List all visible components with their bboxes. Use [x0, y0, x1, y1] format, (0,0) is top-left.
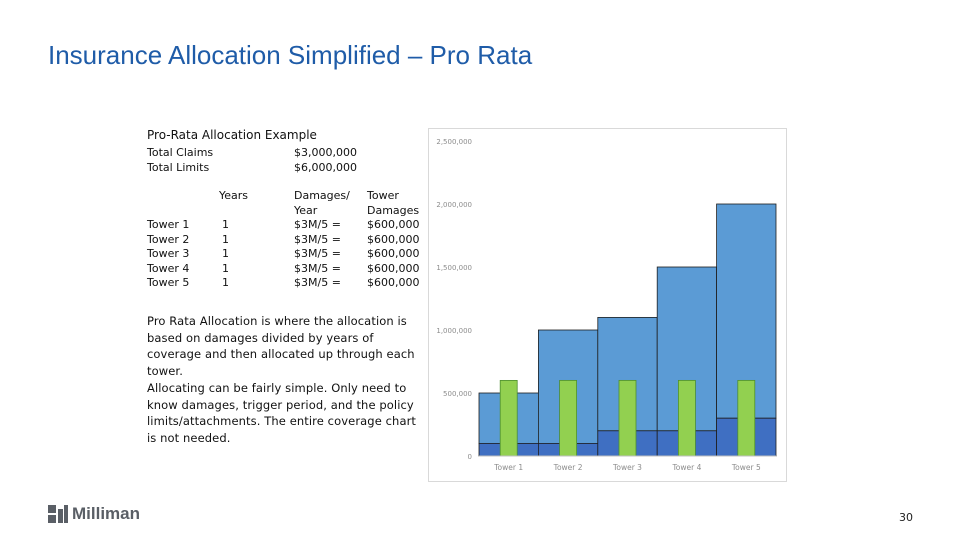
y-tick-label: 1,000,000 [436, 327, 472, 335]
total-claims-label: Total Claims [147, 146, 214, 159]
table-cell: 1 [222, 247, 229, 260]
logo-text: Milliman [72, 504, 141, 523]
table-cell: 1 [222, 218, 229, 231]
table-cell: Tower 3 [147, 247, 190, 260]
table-cell: 1 [222, 261, 229, 275]
total-claims-value: $3,000,000 [294, 146, 357, 159]
example-heading: Pro-Rata Allocation Example [147, 128, 317, 142]
chart-svg: 0 500,000 1,000,000 1,500,000 2,000,000 2,500… [436, 138, 777, 472]
x-tick-label: Tower 2 [553, 463, 583, 472]
table-cell: $3M/5 = [294, 247, 341, 260]
allocation-bar [499, 379, 518, 457]
milliman-logo-icon [48, 505, 68, 523]
allocation-bar [677, 379, 696, 457]
damages-column: $3M/5 = $3M/5 = $3M/5 = $3M/5 = $3M/5 = [294, 218, 341, 291]
page-number: 30 [899, 511, 913, 524]
years-column: 1 1 1 1 1 [222, 218, 229, 291]
allocation-bar [618, 379, 637, 457]
damages-header: Damages/Year [294, 189, 350, 217]
table-cell: $3M/5 = [294, 276, 341, 289]
y-tick-label: 2,500,000 [436, 138, 472, 146]
table-cell: $600,000 [367, 247, 420, 260]
total-limits-value: $6,000,000 [294, 161, 357, 174]
x-tick-label: Tower 4 [671, 463, 701, 472]
table-cell: $600,000 [367, 276, 420, 289]
table-cell: 1 [222, 276, 229, 289]
table-cell: $600,000 [367, 261, 420, 275]
table-cell: $600,000 [367, 218, 420, 231]
total-limits-label: Total Limits [147, 161, 210, 174]
y-tick-label: 0 [468, 453, 472, 461]
x-tick-label: Tower 5 [731, 463, 761, 472]
table-cell: $3M/5 = [294, 261, 341, 275]
table-cell: 1 [222, 232, 229, 246]
note-paragraph: Allocating can be fairly simple. Only ne… [147, 381, 417, 445]
x-tick-label: Tower 3 [612, 463, 642, 472]
y-tick-label: 2,000,000 [436, 201, 472, 209]
allocation-bar [559, 379, 578, 457]
explanation-paragraph: Pro Rata Allocation is where the allocat… [147, 314, 415, 378]
table-cell: $600,000 [367, 232, 420, 246]
y-tick-label: 1,500,000 [436, 264, 472, 272]
tower-damages-header: Tower Damages [367, 189, 420, 217]
table-cell: Tower 5 [147, 276, 190, 289]
x-tick-label: Tower 1 [493, 463, 523, 472]
milliman-logo: Milliman [48, 504, 140, 524]
slide-title: Insurance Allocation Simplified – Pro Ra… [48, 40, 533, 70]
tower-allocation-chart: 0 500,000 1,000,000 1,500,000 2,000,000 2,500… [428, 128, 787, 482]
tower-column: Tower 1 Tower 2 Tower 3 Tower 4 Tower 5 [147, 218, 189, 291]
tower-damages-column: $600,000 $600,000 $600,000 $600,000 $600… [367, 218, 420, 291]
table-cell: Tower 2 [147, 232, 190, 246]
y-tick-label: 500,000 [443, 390, 472, 398]
table-cell: Tower 1 [147, 218, 190, 231]
allocation-bar [737, 379, 756, 457]
years-header: Years [219, 189, 249, 202]
table-cell: Tower 4 [147, 261, 190, 275]
table-cell: $3M/5 = [294, 232, 341, 246]
table-cell: $3M/5 = [294, 218, 341, 231]
